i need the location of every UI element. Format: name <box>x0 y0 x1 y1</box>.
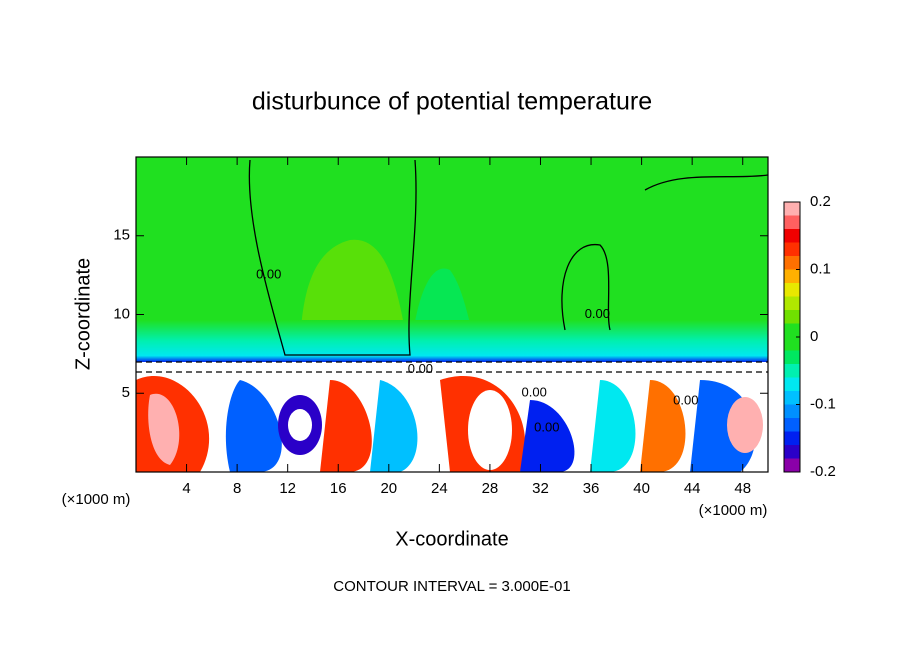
colorbar-band <box>784 404 800 418</box>
contour-field <box>136 157 768 472</box>
colorbar-band <box>784 296 800 310</box>
y-tick-label: 15 <box>113 227 130 244</box>
colorbar-tick-label: -0.1 <box>810 395 836 412</box>
x-tick-label: 20 <box>380 480 397 497</box>
colorbar-band <box>784 445 800 459</box>
x-unit-label: (×1000 m) <box>699 502 768 519</box>
colorbar-band <box>784 337 800 351</box>
contour-label: 0.00 <box>534 419 559 434</box>
contour-label: 0.00 <box>256 267 281 282</box>
contour-label: 0.00 <box>673 393 698 408</box>
contour-label: 0.00 <box>585 306 610 321</box>
colorbar-band <box>784 283 800 297</box>
contour-label: 0.00 <box>408 361 433 376</box>
colorbar-band <box>784 418 800 432</box>
colorbar-band <box>784 215 800 229</box>
colorbar-band <box>784 242 800 256</box>
colorbar-band <box>784 310 800 324</box>
x-tick-label: 28 <box>482 480 499 497</box>
colorbar-band <box>784 269 800 283</box>
colorbar-band <box>784 229 800 243</box>
colorbar-band <box>784 350 800 364</box>
contour-label: 0.00 <box>522 385 547 400</box>
colorbar-band <box>784 377 800 391</box>
x-axis-label: X-coordinate <box>395 528 508 550</box>
y-tick-label: 5 <box>122 384 130 401</box>
x-tick-label: 44 <box>684 480 701 497</box>
x-tick-label: 16 <box>330 480 347 497</box>
colorbar-band <box>784 323 800 337</box>
x-tick-label: 32 <box>532 480 549 497</box>
x-tick-label: 8 <box>233 480 241 497</box>
x-tick-label: 24 <box>431 480 448 497</box>
colorbar-band <box>784 391 800 405</box>
y-tick-label: 10 <box>113 305 130 322</box>
colorbar-band <box>784 458 800 472</box>
x-tick-label: 12 <box>279 480 296 497</box>
colorbar-band <box>784 256 800 270</box>
colorbar-band <box>784 202 800 216</box>
chart-title: disturbunce of potential temperature <box>252 88 652 116</box>
x-tick-label: 48 <box>734 480 751 497</box>
colorbar-tick-label: 0.2 <box>810 193 831 210</box>
colorbar-tick-label: 0.1 <box>810 260 831 277</box>
y-axis-label: Z-coordinate <box>72 258 94 370</box>
x-tick-label: 4 <box>182 480 190 497</box>
x-tick-label: 40 <box>633 480 650 497</box>
footnote: CONTOUR INTERVAL = 3.000E-01 <box>333 578 570 595</box>
colorbar-tick-label: -0.2 <box>810 463 836 480</box>
colorbar-tick-label: 0 <box>810 328 818 345</box>
colorbar-band <box>784 431 800 445</box>
x-unit-label: (×1000 m) <box>62 491 131 508</box>
x-tick-label: 36 <box>583 480 600 497</box>
colorbar-band <box>784 364 800 378</box>
